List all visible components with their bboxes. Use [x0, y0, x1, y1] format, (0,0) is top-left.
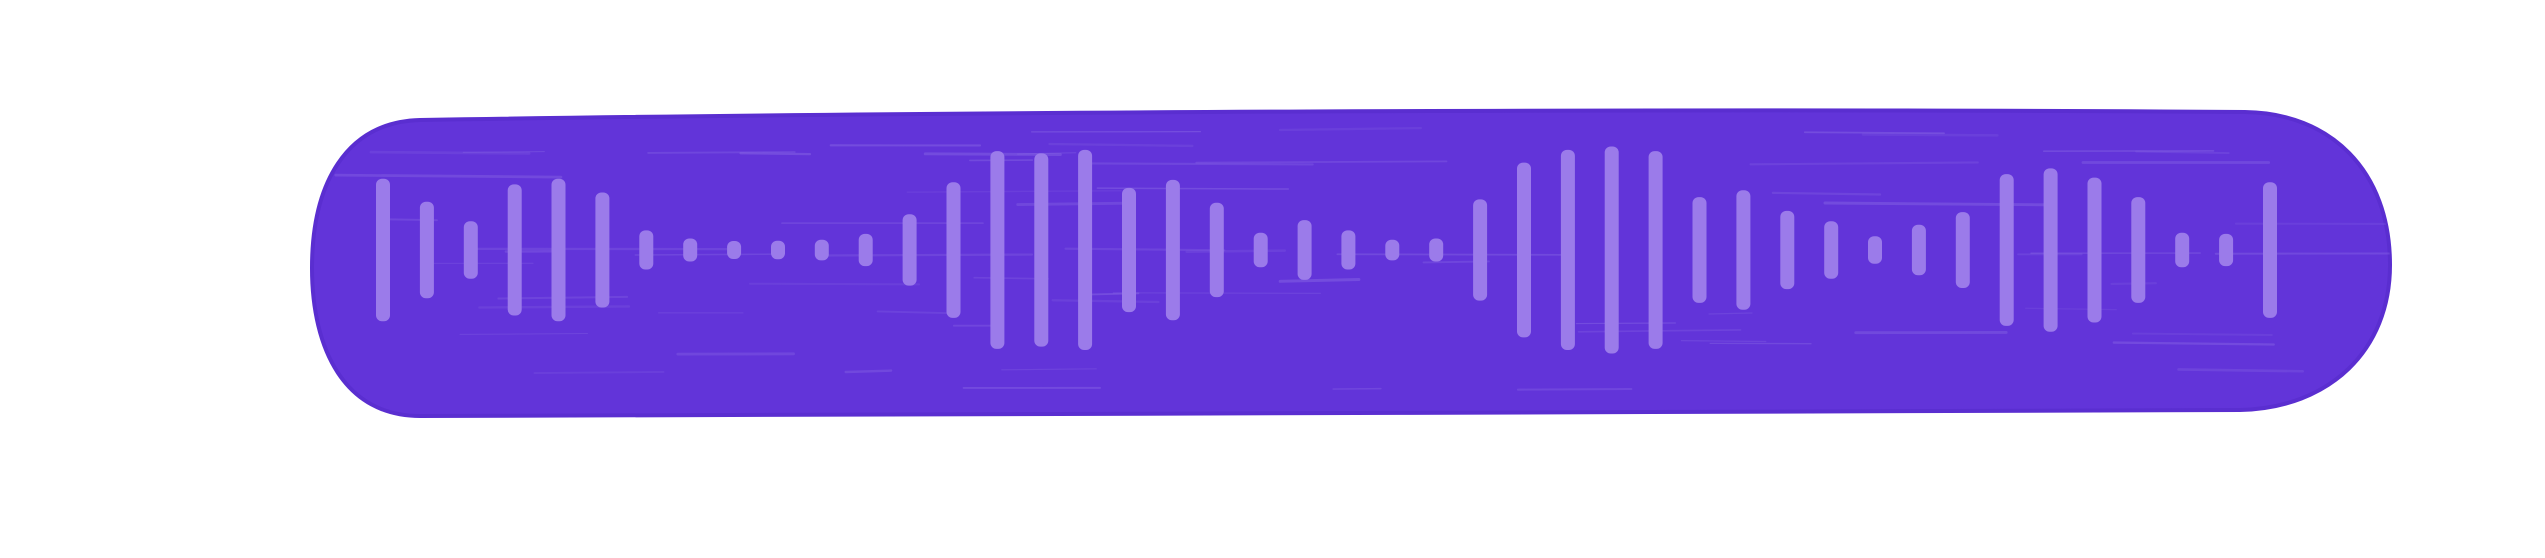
- waveform-bar: [858, 233, 873, 267]
- waveform-bar: [419, 201, 434, 299]
- waveform-bar: [595, 192, 610, 308]
- waveform-bar: [1297, 220, 1312, 280]
- brush-streak: [1016, 152, 1077, 155]
- brush-streak: [462, 151, 545, 153]
- waveform-bar: [1868, 236, 1882, 264]
- waveform-bar: [814, 239, 829, 261]
- brush-streak: [2177, 368, 2304, 373]
- waveform-bar: [1517, 162, 1531, 338]
- brush-streak: [369, 150, 531, 155]
- brush-streak: [1001, 368, 1097, 371]
- waveform-bar: [1824, 221, 1839, 279]
- waveform-bar: [902, 214, 917, 286]
- waveform-bar: [1999, 174, 2014, 326]
- brush-streak: [1051, 299, 1160, 304]
- brush-streak: [1823, 201, 2056, 207]
- brush-streak: [1861, 133, 1999, 137]
- waveform-bar: [2219, 233, 2234, 267]
- waveform-bar: [2175, 232, 2190, 268]
- brush-streak: [2135, 150, 2230, 154]
- waveform-bar: [1165, 179, 1180, 321]
- waveform-bar: [771, 240, 785, 260]
- waveform-bar: [1341, 230, 1356, 270]
- waveform-bar: [1911, 224, 1926, 276]
- waveform-bar: [1780, 210, 1795, 290]
- waveform-bar: [2043, 168, 2058, 332]
- brush-streak: [1516, 387, 1633, 391]
- waveform-bar: [1385, 239, 1400, 261]
- brush-streak: [876, 310, 957, 315]
- brush-streak: [1016, 201, 1130, 206]
- waveform-bar: [1078, 149, 1093, 350]
- waveform-bar: [1429, 238, 1444, 262]
- waveform-bar: [1253, 232, 1268, 268]
- brush-streak: [1708, 312, 1753, 315]
- brush-streak: [647, 151, 796, 154]
- waveform-bar: [683, 238, 698, 262]
- waveform-bar: [376, 178, 390, 322]
- waveform-bar: [946, 182, 961, 318]
- waveform-bar: [1736, 190, 1751, 310]
- brush-streak: [1771, 191, 1882, 196]
- waveform-bar: [1955, 212, 1970, 288]
- brush-streak: [1048, 142, 1194, 148]
- brush-streak: [634, 253, 783, 256]
- waveform-bar: [1473, 199, 1488, 301]
- waveform-bar: [1692, 197, 1707, 303]
- brush-streak: [739, 152, 812, 156]
- waveform-bar: [727, 241, 742, 259]
- brush-streak: [2112, 341, 2275, 346]
- brush-streak: [1803, 131, 1945, 135]
- brush-streak: [2131, 332, 2273, 336]
- waveform-bar: [1122, 187, 1136, 313]
- brush-streak: [1749, 161, 1979, 166]
- waveform-bar: [1034, 153, 1049, 347]
- brush-streak: [533, 371, 665, 374]
- waveform-bars: [376, 146, 2277, 354]
- waveform-bar: [463, 221, 478, 279]
- brush-streak: [1089, 162, 1314, 166]
- brush-streak: [1336, 253, 1575, 256]
- brush-streak: [749, 282, 921, 286]
- brush-streak: [844, 369, 893, 374]
- waveform-bar: [1560, 149, 1575, 350]
- brush-streak: [1195, 160, 1448, 164]
- waveform-bar: [2263, 182, 2277, 318]
- brush-streak: [334, 173, 563, 179]
- brush-streak: [1680, 340, 1767, 343]
- waveform-bar: [990, 151, 1005, 349]
- waveform-bar: [2087, 177, 2102, 323]
- brush-streak: [1185, 249, 1287, 253]
- waveform-bar: [507, 184, 522, 316]
- waveform-bar: [639, 230, 654, 270]
- brush-streak: [459, 333, 588, 335]
- brush-streak: [1278, 278, 1361, 283]
- brush-streak: [1278, 126, 1422, 132]
- waveform-bar: [551, 178, 566, 322]
- waveform-bar: [1648, 151, 1663, 349]
- waveform-bar: [2131, 197, 2146, 303]
- waveform-bar: [1604, 146, 1619, 354]
- waveform-bar: [1209, 202, 1224, 298]
